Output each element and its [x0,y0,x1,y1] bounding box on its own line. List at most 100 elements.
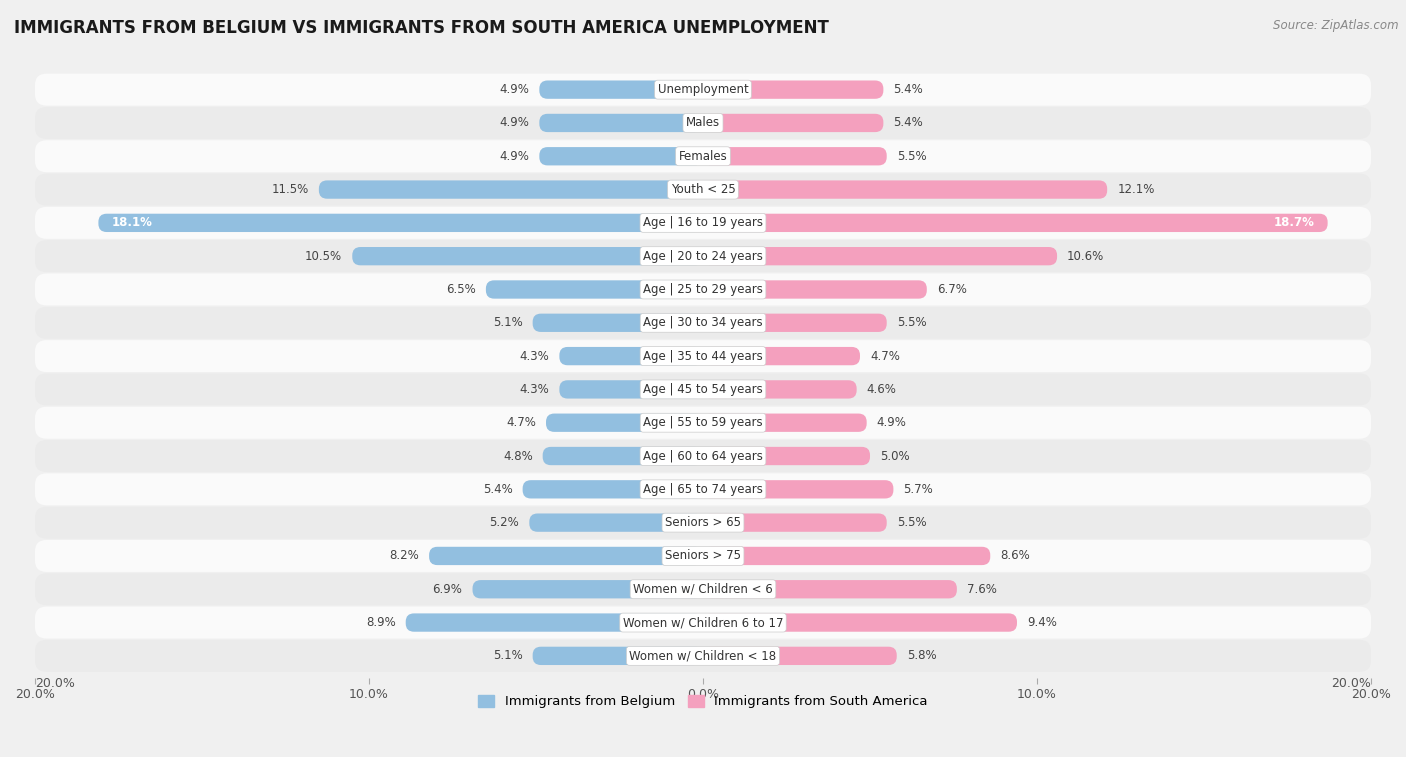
FancyBboxPatch shape [560,347,703,366]
FancyBboxPatch shape [703,213,1327,232]
FancyBboxPatch shape [98,213,703,232]
Text: Women w/ Children < 6: Women w/ Children < 6 [633,583,773,596]
FancyBboxPatch shape [703,247,1057,266]
FancyBboxPatch shape [35,107,1371,139]
Text: 4.9%: 4.9% [877,416,907,429]
Text: Seniors > 65: Seniors > 65 [665,516,741,529]
FancyBboxPatch shape [35,273,1371,306]
Text: 6.5%: 6.5% [446,283,475,296]
Text: 8.6%: 8.6% [1000,550,1031,562]
FancyBboxPatch shape [540,114,703,132]
Text: 5.0%: 5.0% [880,450,910,463]
Text: 4.7%: 4.7% [870,350,900,363]
Text: 18.7%: 18.7% [1274,217,1315,229]
Text: Unemployment: Unemployment [658,83,748,96]
Text: Age | 25 to 29 years: Age | 25 to 29 years [643,283,763,296]
FancyBboxPatch shape [703,313,887,332]
Text: 5.7%: 5.7% [904,483,934,496]
FancyBboxPatch shape [703,646,897,665]
Text: 4.3%: 4.3% [520,350,550,363]
Text: IMMIGRANTS FROM BELGIUM VS IMMIGRANTS FROM SOUTH AMERICA UNEMPLOYMENT: IMMIGRANTS FROM BELGIUM VS IMMIGRANTS FR… [14,19,830,37]
Text: 7.6%: 7.6% [967,583,997,596]
FancyBboxPatch shape [703,413,866,432]
FancyBboxPatch shape [35,140,1371,173]
FancyBboxPatch shape [703,347,860,366]
FancyBboxPatch shape [35,606,1371,639]
Text: 5.8%: 5.8% [907,650,936,662]
FancyBboxPatch shape [406,613,703,632]
Text: Women w/ Children 6 to 17: Women w/ Children 6 to 17 [623,616,783,629]
Text: 8.9%: 8.9% [366,616,395,629]
Text: 8.2%: 8.2% [389,550,419,562]
FancyBboxPatch shape [35,540,1371,572]
FancyBboxPatch shape [35,473,1371,506]
Text: 5.5%: 5.5% [897,516,927,529]
Text: 5.2%: 5.2% [489,516,519,529]
Text: Age | 35 to 44 years: Age | 35 to 44 years [643,350,763,363]
Text: 5.5%: 5.5% [897,316,927,329]
Text: Females: Females [679,150,727,163]
Text: Males: Males [686,117,720,129]
FancyBboxPatch shape [35,373,1371,406]
Text: 6.9%: 6.9% [433,583,463,596]
FancyBboxPatch shape [703,547,990,565]
FancyBboxPatch shape [319,180,703,199]
Text: 12.1%: 12.1% [1118,183,1154,196]
Text: 4.8%: 4.8% [503,450,533,463]
FancyBboxPatch shape [35,440,1371,472]
FancyBboxPatch shape [703,513,887,532]
FancyBboxPatch shape [703,580,957,599]
Text: 11.5%: 11.5% [271,183,309,196]
FancyBboxPatch shape [703,180,1107,199]
Text: 9.4%: 9.4% [1026,616,1057,629]
FancyBboxPatch shape [533,646,703,665]
FancyBboxPatch shape [703,147,887,166]
FancyBboxPatch shape [560,380,703,399]
Text: 4.3%: 4.3% [520,383,550,396]
Text: Age | 65 to 74 years: Age | 65 to 74 years [643,483,763,496]
FancyBboxPatch shape [540,147,703,166]
Text: Source: ZipAtlas.com: Source: ZipAtlas.com [1274,19,1399,32]
FancyBboxPatch shape [703,280,927,299]
FancyBboxPatch shape [703,613,1017,632]
Text: Seniors > 75: Seniors > 75 [665,550,741,562]
Text: 18.1%: 18.1% [111,217,153,229]
FancyBboxPatch shape [703,80,883,99]
FancyBboxPatch shape [703,447,870,466]
Text: 10.5%: 10.5% [305,250,342,263]
FancyBboxPatch shape [35,573,1371,606]
FancyBboxPatch shape [533,313,703,332]
FancyBboxPatch shape [35,207,1371,239]
Text: 4.9%: 4.9% [499,150,529,163]
Text: 20.0%: 20.0% [1331,678,1371,690]
Text: 6.7%: 6.7% [936,283,967,296]
FancyBboxPatch shape [703,480,893,499]
FancyBboxPatch shape [529,513,703,532]
FancyBboxPatch shape [540,80,703,99]
Text: Age | 45 to 54 years: Age | 45 to 54 years [643,383,763,396]
FancyBboxPatch shape [35,640,1371,672]
FancyBboxPatch shape [35,407,1371,439]
Text: Age | 20 to 24 years: Age | 20 to 24 years [643,250,763,263]
FancyBboxPatch shape [35,173,1371,206]
Text: 4.9%: 4.9% [499,117,529,129]
FancyBboxPatch shape [546,413,703,432]
FancyBboxPatch shape [35,240,1371,273]
FancyBboxPatch shape [35,340,1371,372]
FancyBboxPatch shape [35,307,1371,339]
Text: 5.4%: 5.4% [893,83,924,96]
FancyBboxPatch shape [35,506,1371,539]
FancyBboxPatch shape [429,547,703,565]
FancyBboxPatch shape [486,280,703,299]
Legend: Immigrants from Belgium, Immigrants from South America: Immigrants from Belgium, Immigrants from… [472,690,934,714]
Text: 5.1%: 5.1% [494,650,523,662]
FancyBboxPatch shape [523,480,703,499]
Text: Age | 30 to 34 years: Age | 30 to 34 years [643,316,763,329]
FancyBboxPatch shape [353,247,703,266]
Text: 5.5%: 5.5% [897,150,927,163]
FancyBboxPatch shape [703,380,856,399]
Text: Age | 16 to 19 years: Age | 16 to 19 years [643,217,763,229]
Text: Age | 55 to 59 years: Age | 55 to 59 years [643,416,763,429]
FancyBboxPatch shape [543,447,703,466]
Text: 4.9%: 4.9% [499,83,529,96]
